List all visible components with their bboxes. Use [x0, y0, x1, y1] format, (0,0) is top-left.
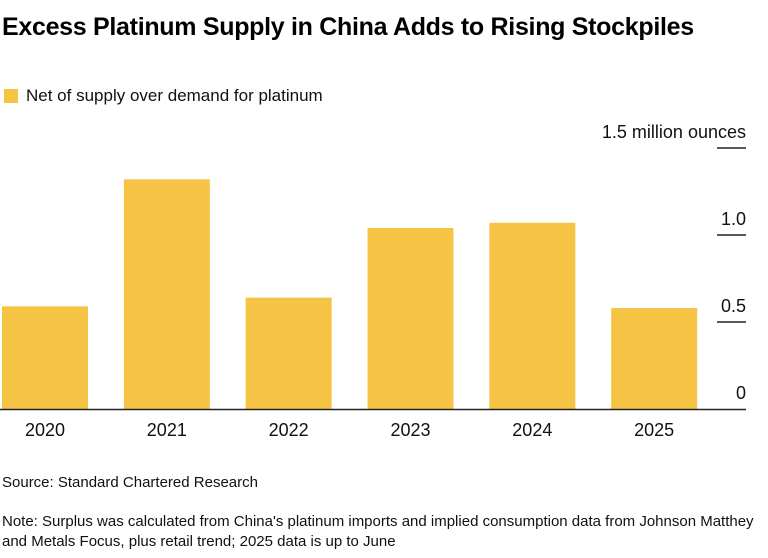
- x-tick-label: 2025: [634, 420, 674, 440]
- legend: Net of supply over demand for platinum: [4, 86, 323, 106]
- bar-chart: 00.51.01.5 million ounces 2020 2021 2022 20…: [0, 122, 746, 440]
- y-tick-label: 1.0: [721, 209, 746, 229]
- bar-2022: [245, 297, 332, 409]
- chart-title: Excess Platinum Supply in China Adds to …: [2, 13, 694, 41]
- bar-2020: [2, 306, 88, 409]
- legend-swatch: [4, 89, 18, 103]
- y-tick-label: 0.5: [721, 296, 746, 316]
- bar-2023: [367, 228, 454, 409]
- bar-2021: [123, 179, 210, 409]
- x-tick-label: 2022: [269, 420, 309, 440]
- bar-2025: [611, 308, 698, 409]
- y-tick-label: 0: [736, 383, 746, 403]
- legend-label: Net of supply over demand for platinum: [26, 86, 323, 105]
- bars-group: [2, 179, 698, 409]
- x-axis: 2020 2021 2022 2023 2024 2025: [25, 420, 674, 440]
- bar-2024: [489, 222, 576, 409]
- x-tick-label: 2024: [512, 420, 552, 440]
- x-tick-label: 2021: [147, 420, 187, 440]
- footnote: Note: Surplus was calculated from China'…: [2, 513, 754, 550]
- x-tick-label: 2023: [390, 420, 430, 440]
- source-note: Source: Standard Chartered Research: [2, 474, 258, 491]
- y-tick-label: 1.5 million ounces: [602, 122, 746, 142]
- x-tick-label: 2020: [25, 420, 65, 440]
- y-axis: 0 0.5 1.0 1.5 million ounces: [602, 122, 746, 403]
